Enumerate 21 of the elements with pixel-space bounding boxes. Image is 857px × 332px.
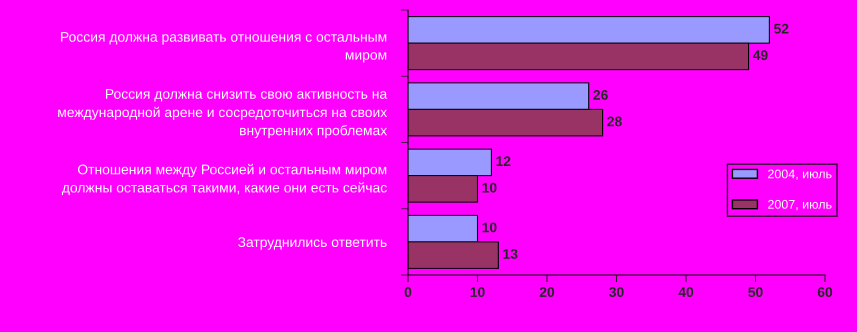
y-tick-label: Россия должна снизить свою активность на международной арене и сосредоточиться на своих внутренних проблемах [58, 89, 388, 138]
x-tick-label: 30 [609, 287, 624, 298]
y-tick-label: Отношения между Россией и остальным миром должны оставаться такими, какие они есть сейчас [62, 164, 387, 196]
legend-label: 2007, июль [768, 200, 832, 210]
data-label: 49 [752, 50, 768, 60]
data-label: 10 [482, 182, 497, 193]
legend-label: 2004, июль [768, 170, 832, 180]
data-label: 26 [593, 90, 608, 100]
x-tick-label: 0 [404, 287, 412, 298]
data-label: 52 [774, 24, 788, 34]
x-tick-label: 60 [818, 287, 832, 298]
x-tick-label: 40 [678, 287, 694, 298]
x-tick-label: 20 [540, 287, 554, 298]
data-label: 28 [607, 116, 622, 126]
data-label: 10 [482, 222, 497, 232]
x-tick-label: 10 [470, 287, 485, 298]
y-tick-label: Россия должна развивать отношения с остальным миром [61, 32, 386, 63]
y-tick-label: Затруднились ответить [238, 237, 387, 250]
x-tick-label: 50 [748, 287, 763, 298]
data-label: 13 [503, 249, 518, 259]
data-label: 12 [496, 156, 510, 166]
